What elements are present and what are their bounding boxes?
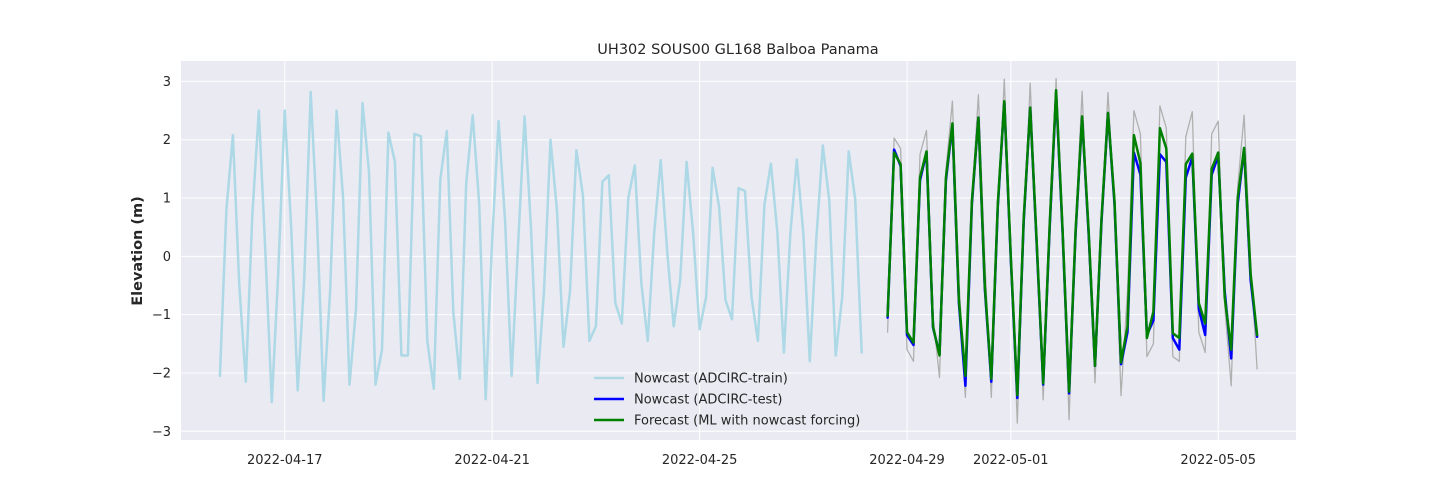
y-tick-label: 3 (163, 75, 171, 90)
chart-title: UH302 SOUS00 GL168 Balboa Panama (597, 42, 878, 58)
y-axis: −3 −2 −1 0 1 2 3 (152, 75, 171, 440)
legend: Nowcast (ADCIRC-train) Nowcast (ADCIRC-te… (594, 372, 860, 429)
y-tick-label: 2 (163, 133, 171, 148)
y-tick-label: −1 (152, 308, 171, 323)
x-tick-label: 2022-04-29 (869, 453, 945, 468)
legend-label: Nowcast (ADCIRC-train) (634, 372, 788, 387)
y-tick-label: −3 (152, 425, 171, 440)
series-group (218, 77, 1259, 424)
x-axis: 2022-04-17 2022-04-21 2022-04-25 2022-04-29… (247, 453, 1256, 468)
x-tick-label: 2022-04-25 (662, 453, 738, 468)
y-tick-label: 0 (163, 250, 171, 265)
legend-label: Nowcast (ADCIRC-test) (634, 393, 783, 408)
x-tick-label: 2022-04-21 (454, 453, 530, 468)
y-tick-label: −2 (152, 366, 171, 381)
legend-label: Forecast (ML with nowcast forcing) (634, 414, 860, 429)
y-axis-label: Elevation (m) (130, 196, 146, 306)
x-tick-label: 2022-05-05 (1180, 453, 1256, 468)
x-tick-label: 2022-04-17 (247, 453, 323, 468)
x-tick-label: 2022-05-01 (973, 453, 1049, 468)
series-line-0 (218, 90, 863, 404)
series-line-3 (886, 88, 1259, 397)
y-tick-label: 1 (163, 192, 171, 207)
